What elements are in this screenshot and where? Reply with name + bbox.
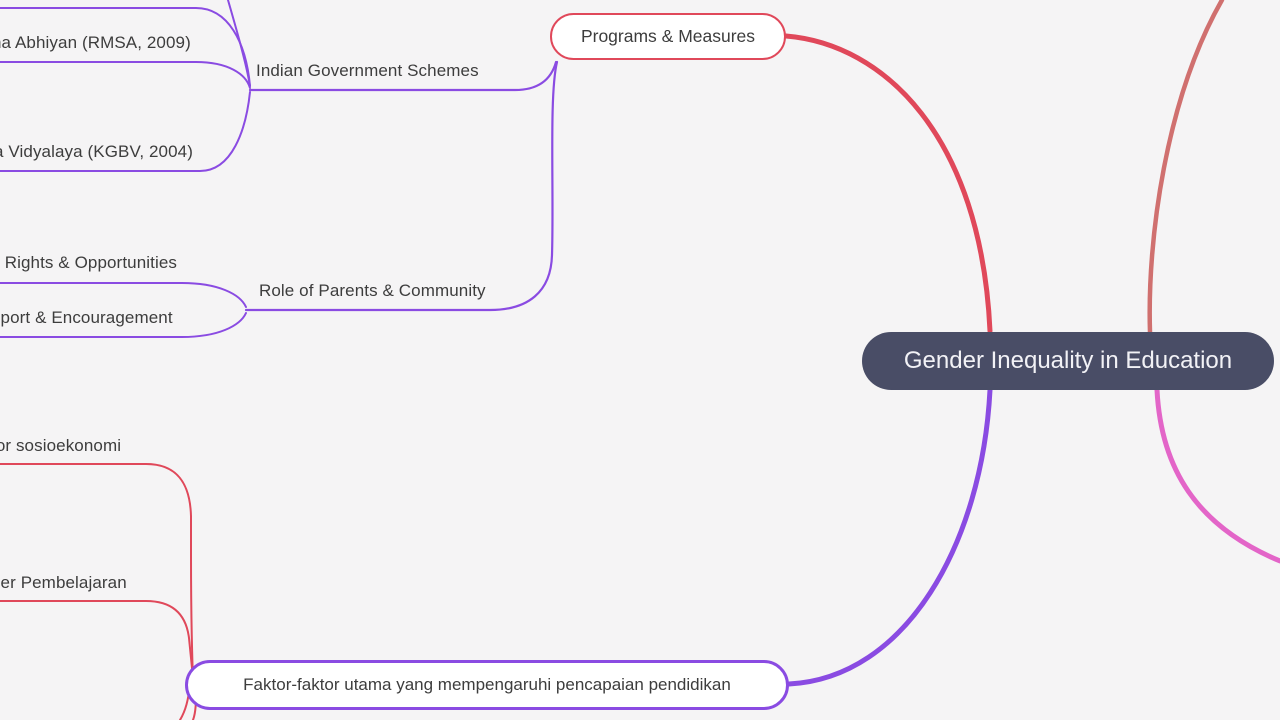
node-label-indian-government-schemes[interactable]: Indian Government Schemes: [256, 61, 479, 80]
branch-line-role-parents-community: [244, 60, 559, 312]
link-programs-to-root: [783, 33, 993, 334]
node-label-programs-measures: Programs & Measures: [580, 26, 756, 46]
node-label-support-encouragement[interactable]: pport & Encouragement: [0, 308, 173, 327]
node-label-faktor-sosioekonomi[interactable]: tor sosioekonomi: [0, 436, 122, 455]
branch-line-indian-government-schemes: [248, 60, 558, 92]
node-pill-programs-measures[interactable]: Programs & Measures: [550, 13, 786, 60]
link-root-offscreen-bottom-right: [1154, 387, 1280, 564]
branch-line-rmsa: [0, 61, 251, 89]
node-label-equal-rights[interactable]: l Rights & Opportunities: [0, 253, 177, 272]
node-label-sumber-pembelajaran[interactable]: ber Pembelajaran: [0, 573, 127, 592]
node-label-rmsa[interactable]: na Abhiyan (RMSA, 2009): [0, 33, 191, 52]
node-pill-faktor-utama[interactable]: Faktor-faktor utama yang mempengaruhi pe…: [185, 660, 789, 710]
branch-line-faktor-sosioekonomi: [0, 463, 194, 681]
node-label-kgbv[interactable]: a Vidyalaya (KGBV, 2004): [0, 142, 193, 161]
branch-line-sumber-pembelajaran: [0, 600, 194, 679]
branch-line-equal-rights: [0, 282, 247, 308]
branch-line-kgbv: [0, 91, 251, 172]
branch-line-support-encouragement: [0, 312, 247, 338]
node-label-faktor-utama: Faktor-faktor utama yang mempengaruhi pe…: [243, 675, 731, 694]
node-pill-root[interactable]: Gender Inequality in Education: [862, 332, 1274, 390]
link-root-offscreen-top-right: [1147, 0, 1225, 335]
root-title: Gender Inequality in Education: [903, 347, 1233, 374]
branch-line-offscreen-top-2: [227, 0, 251, 87]
node-label-role-parents-community[interactable]: Role of Parents & Community: [259, 281, 486, 300]
link-faktor-to-root: [786, 387, 993, 687]
